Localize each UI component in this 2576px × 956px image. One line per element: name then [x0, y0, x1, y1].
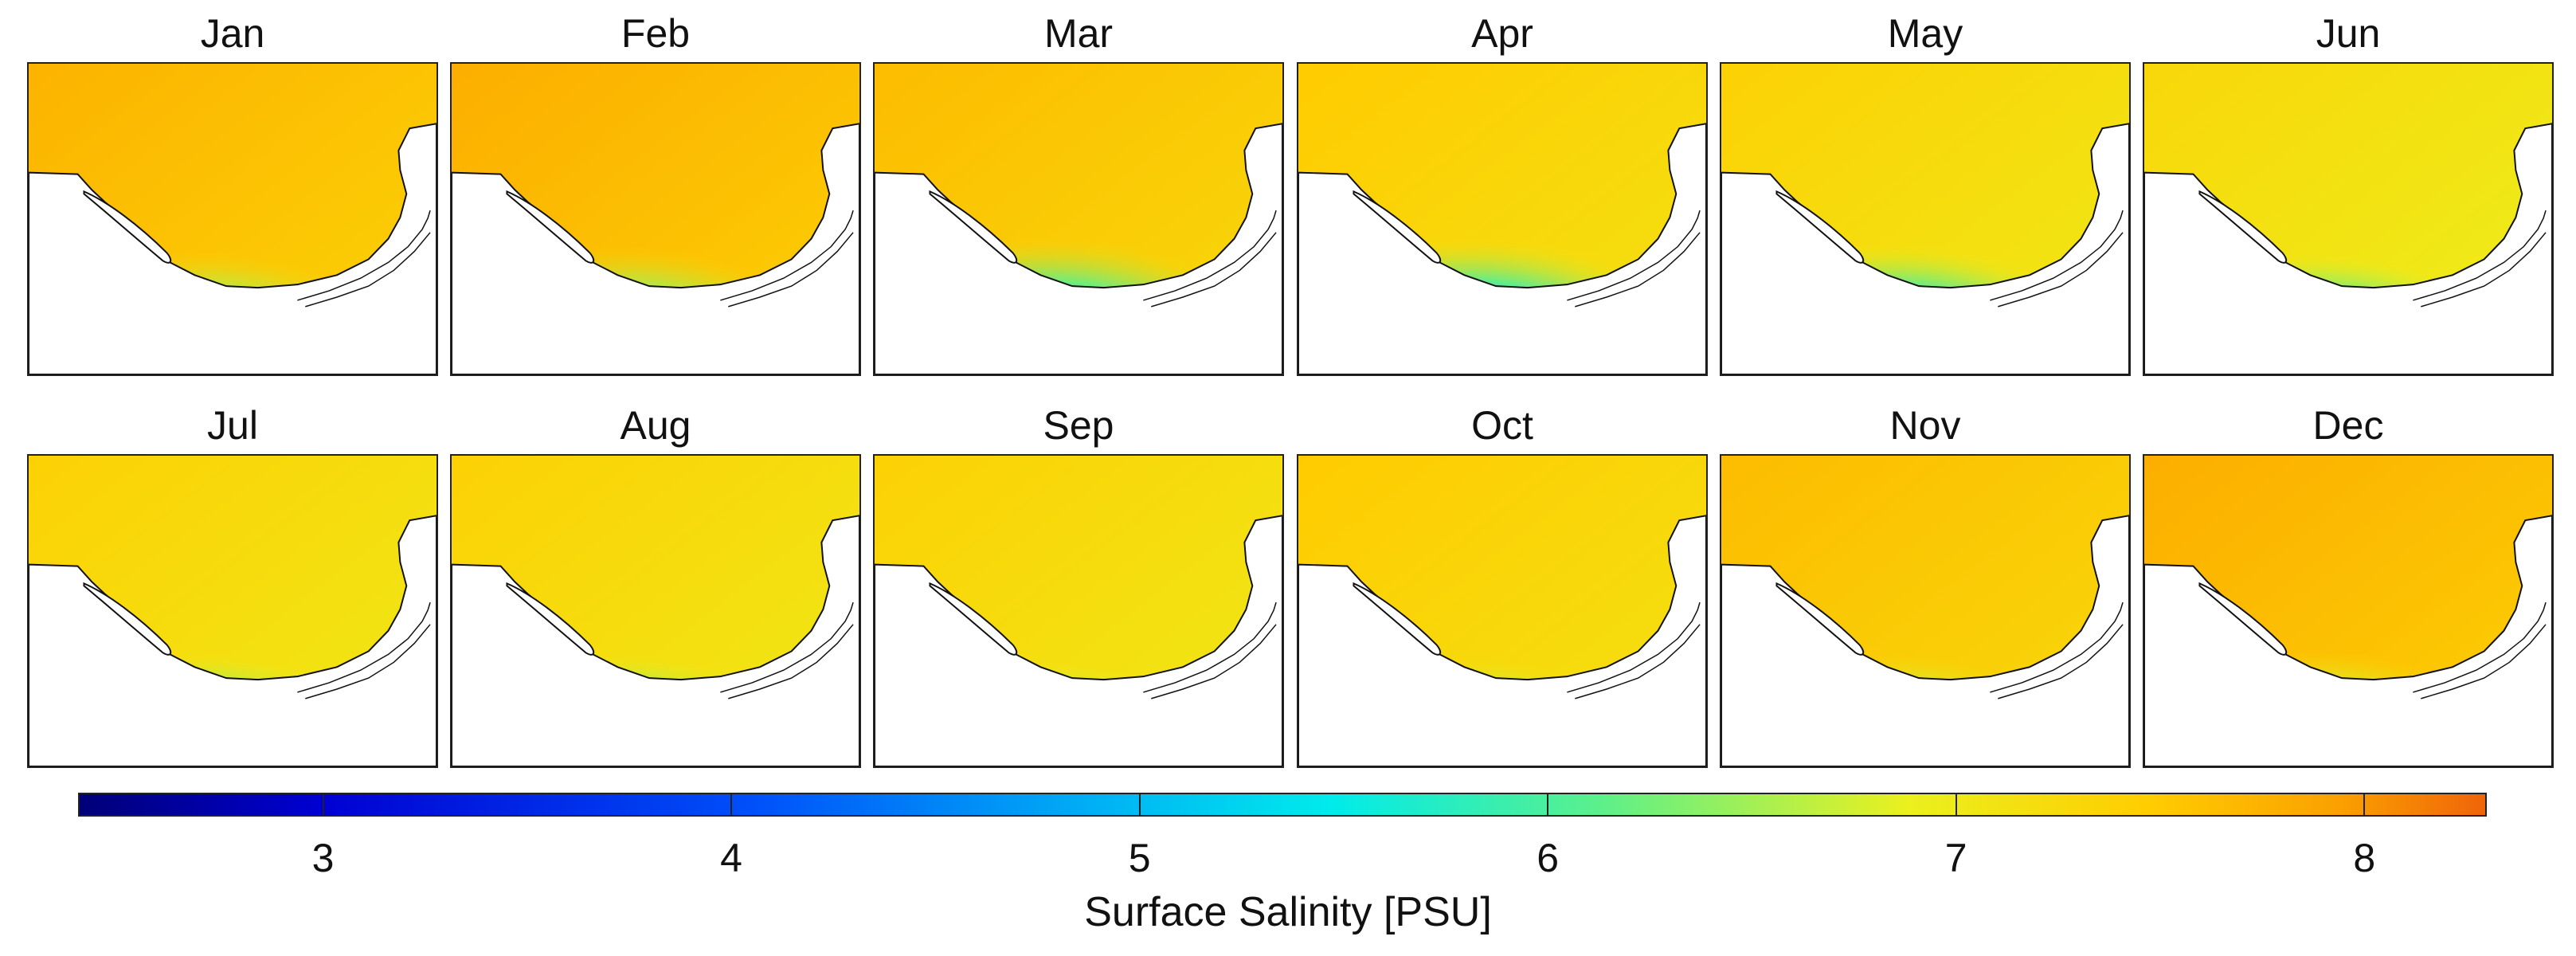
salinity-map-may [1720, 62, 2131, 376]
panel-title-jun: Jun [2316, 11, 2381, 56]
spit-island [1775, 190, 1865, 264]
panel-title-apr: Apr [1471, 11, 1533, 56]
lagoon-outline [1567, 210, 1701, 308]
panel-title-mar: Mar [1043, 11, 1114, 56]
salinity-map-aug [450, 454, 861, 768]
spit-island [83, 190, 172, 264]
colorbar-tick-4 [730, 793, 733, 817]
spit-island [1353, 582, 1442, 656]
salinity-map-jun [2143, 62, 2554, 376]
panel-title-jan: Jan [200, 11, 265, 56]
spit-island [83, 582, 172, 656]
spit-island [929, 190, 1018, 264]
panel-title-dec: Dec [2312, 403, 2384, 448]
colorbar-tick-label: 7 [1944, 836, 1967, 880]
colorbar-tick-6 [1547, 793, 1549, 817]
colorbar-label: Surface Salinity [PSU] [1084, 889, 1492, 935]
lagoon-outline [1143, 601, 1277, 699]
lagoon-outline [720, 210, 854, 308]
panel-title-feb: Feb [621, 11, 691, 56]
colorbar-tick-label: 3 [311, 836, 335, 880]
lagoon-outline [297, 601, 431, 699]
salinity-map-jul [27, 454, 438, 768]
colorbar-tick-label: 8 [2353, 836, 2376, 880]
salinity-map-feb [450, 62, 861, 376]
colorbar-tick-label: 4 [720, 836, 742, 880]
salinity-map-oct [1297, 454, 1708, 768]
salinity-map-apr [1297, 62, 1708, 376]
salinity-map-nov [1720, 454, 2131, 768]
lagoon-outline [720, 601, 854, 699]
lagoon-outline [1990, 601, 2124, 699]
colorbar-tick-7 [1955, 793, 1957, 817]
spit-island [1775, 582, 1865, 656]
lagoon-outline [297, 210, 431, 308]
colorbar-tick-label: 6 [1537, 836, 1560, 880]
colorbar-tick-label: 5 [1128, 836, 1151, 880]
lagoon-outline [2413, 601, 2547, 699]
colorbar-tick-8 [2363, 793, 2366, 817]
spit-island [2198, 582, 2288, 656]
salinity-map-jan [27, 62, 438, 376]
colorbar [78, 793, 2487, 817]
panel-title-jul: Jul [207, 403, 258, 448]
colorbar-tick-5 [1138, 793, 1141, 817]
panel-title-may: May [1887, 11, 1963, 56]
spit-island [506, 582, 595, 656]
panel-title-oct: Oct [1471, 403, 1533, 448]
salinity-map-sep [873, 454, 1284, 768]
spit-island [2198, 190, 2288, 264]
panel-title-nov: Nov [1889, 403, 1961, 448]
lagoon-outline [1990, 210, 2124, 308]
lagoon-outline [1143, 210, 1277, 308]
lagoon-outline [2413, 210, 2547, 308]
colorbar-tick-3 [322, 793, 324, 817]
salinity-map-mar [873, 62, 1284, 376]
spit-island [1353, 190, 1442, 264]
spit-island [506, 190, 595, 264]
panel-title-aug: Aug [620, 403, 691, 448]
spit-island [929, 582, 1018, 656]
panel-title-sep: Sep [1043, 403, 1114, 448]
salinity-map-dec [2143, 454, 2554, 768]
lagoon-outline [1567, 601, 1701, 699]
